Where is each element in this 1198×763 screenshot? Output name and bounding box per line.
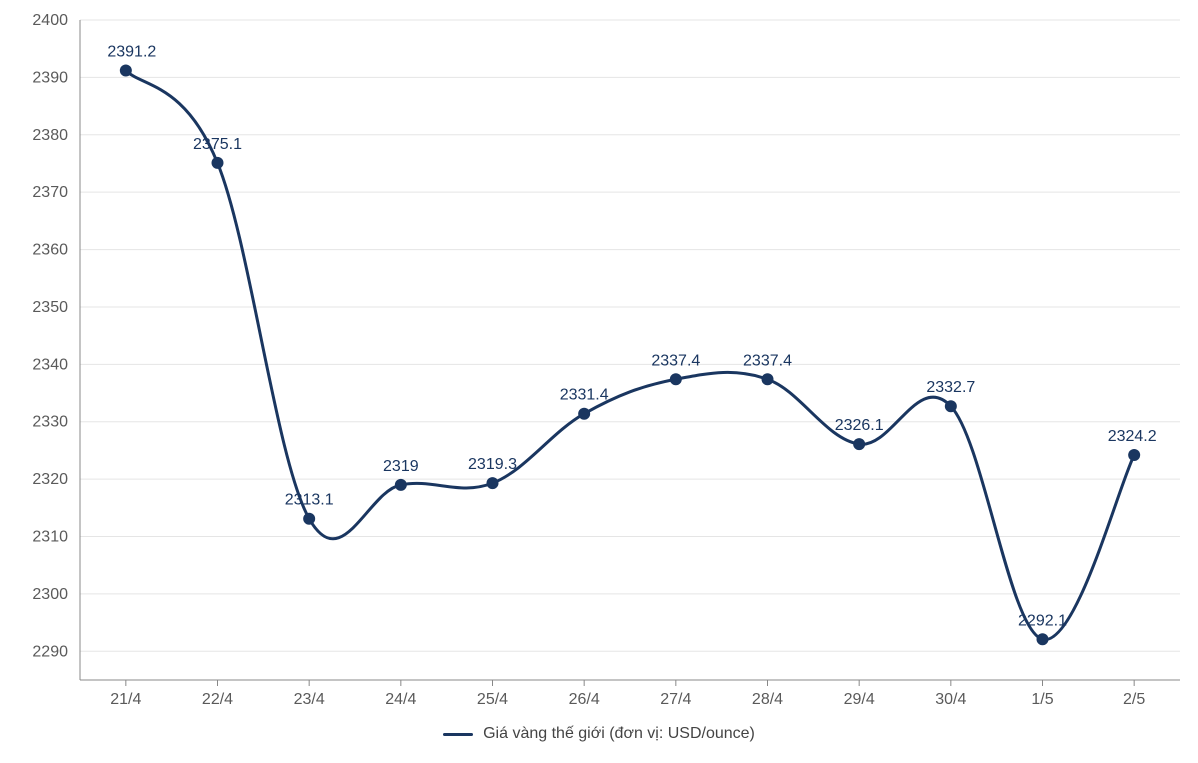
svg-text:2400: 2400 [32, 12, 68, 29]
svg-text:21/4: 21/4 [110, 691, 141, 708]
svg-text:2337.4: 2337.4 [743, 352, 792, 369]
chart-svg: 2290 2300 2310 2320 2330 2340 2350 2360 2370 2380… [0, 0, 1198, 763]
svg-text:25/4: 25/4 [477, 691, 508, 708]
svg-text:2350: 2350 [32, 299, 68, 316]
svg-text:2340: 2340 [32, 356, 68, 373]
svg-text:2/5: 2/5 [1123, 691, 1145, 708]
svg-text:2324.2: 2324.2 [1108, 428, 1157, 445]
svg-text:22/4: 22/4 [202, 691, 233, 708]
svg-text:30/4: 30/4 [935, 691, 966, 708]
svg-text:2292.1: 2292.1 [1018, 612, 1067, 629]
svg-text:26/4: 26/4 [569, 691, 600, 708]
svg-text:2320: 2320 [32, 471, 68, 488]
svg-text:1/5: 1/5 [1031, 691, 1053, 708]
svg-text:2390: 2390 [32, 69, 68, 86]
svg-text:27/4: 27/4 [660, 691, 691, 708]
svg-text:2391.2: 2391.2 [107, 44, 156, 61]
svg-text:2380: 2380 [32, 127, 68, 144]
svg-text:2319.3: 2319.3 [468, 456, 517, 473]
legend-swatch [443, 733, 473, 736]
svg-text:23/4: 23/4 [294, 691, 325, 708]
svg-text:24/4: 24/4 [385, 691, 416, 708]
svg-text:2337.4: 2337.4 [651, 352, 700, 369]
svg-text:28/4: 28/4 [752, 691, 783, 708]
svg-text:29/4: 29/4 [844, 691, 875, 708]
svg-text:2290: 2290 [32, 643, 68, 660]
svg-text:2319: 2319 [383, 458, 419, 475]
svg-text:2300: 2300 [32, 586, 68, 603]
svg-text:2326.1: 2326.1 [835, 417, 884, 434]
svg-text:2313.1: 2313.1 [285, 492, 334, 509]
svg-text:2331.4: 2331.4 [560, 387, 609, 404]
svg-text:2330: 2330 [32, 414, 68, 431]
svg-text:2360: 2360 [32, 242, 68, 259]
svg-text:2332.7: 2332.7 [926, 379, 975, 396]
svg-text:2310: 2310 [32, 529, 68, 546]
chart-legend: Giá vàng thế giới (đơn vị: USD/ounce) [0, 725, 1198, 743]
gold-price-chart: 2290 2300 2310 2320 2330 2340 2350 2360 2370 2380… [0, 0, 1198, 763]
svg-text:2375.1: 2375.1 [193, 136, 242, 153]
svg-text:2370: 2370 [32, 184, 68, 201]
legend-label: Giá vàng thế giới (đơn vị: USD/ounce) [483, 725, 755, 743]
